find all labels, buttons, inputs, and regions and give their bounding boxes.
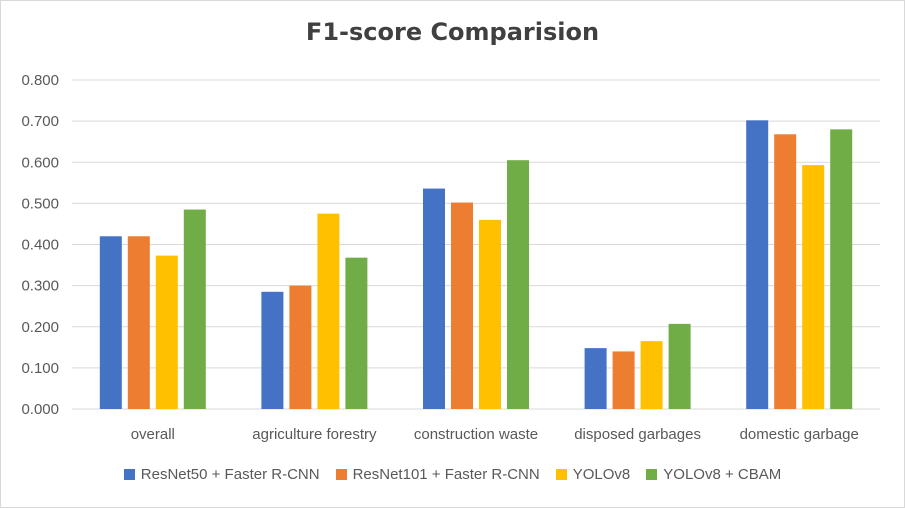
legend-label: YOLOv8: [572, 466, 631, 483]
y-tick-label: 0.700: [21, 113, 59, 130]
y-tick-label: 0.400: [21, 237, 59, 254]
y-tick-label: 0.200: [21, 319, 59, 336]
x-axis-category-labels: overall agriculture forestry construction …: [131, 426, 859, 443]
bar: [640, 341, 663, 409]
y-tick-label: 0.500: [21, 195, 59, 212]
bar: [746, 120, 769, 410]
x-category-label: domestic garbage: [740, 426, 859, 443]
bar: [451, 202, 473, 409]
bar: [802, 165, 825, 409]
bar: [261, 291, 284, 409]
bar: [774, 134, 797, 409]
legend-item: ResNet50 + Faster R-CNN: [123, 466, 320, 483]
bar: [423, 188, 445, 409]
bar: [183, 209, 206, 409]
x-category-label: construction waste: [414, 426, 538, 443]
legend-swatch: [555, 469, 567, 480]
legend-label: ResNet50 + Faster R-CNN: [140, 466, 320, 483]
y-axis-tick-labels: 0.000 0.100 0.200 0.300 0.400 0.500 0.600 0.700…: [21, 72, 59, 418]
chart-title: F1-score Comparision: [305, 18, 600, 46]
legend-item: YOLOv8 + CBAM: [646, 466, 781, 483]
legend-swatch: [646, 469, 658, 480]
bar: [317, 213, 340, 409]
x-category-label: disposed garbages: [574, 426, 701, 443]
legend-swatch: [123, 469, 135, 480]
y-tick-label: 0.300: [21, 278, 59, 295]
legend-label: ResNet101 + Faster R-CNN: [352, 466, 540, 483]
bar: [155, 255, 178, 409]
bar: [584, 348, 607, 409]
legend: ResNet50 + Faster R-CNN ResNet101 + Faste…: [0, 466, 905, 483]
bar: [479, 219, 501, 409]
bar: [668, 323, 691, 409]
bar: [345, 257, 368, 409]
legend-label: YOLOv8 + CBAM: [663, 466, 782, 483]
bars: [99, 120, 853, 410]
bar: [612, 351, 635, 409]
gridlines: [72, 79, 880, 410]
legend-item: YOLOv8: [555, 466, 631, 483]
bar: [99, 236, 122, 409]
bar: [289, 285, 312, 409]
x-category-label: agriculture forestry: [252, 426, 377, 443]
bar: [830, 129, 853, 409]
legend-item: ResNet101 + Faster R-CNN: [335, 466, 540, 483]
x-category-label: overall: [131, 426, 175, 443]
y-tick-label: 0.600: [21, 154, 59, 171]
y-tick-label: 0.100: [21, 360, 59, 377]
y-tick-label: 0.800: [21, 72, 59, 89]
bar: [127, 236, 150, 409]
y-tick-label: 0.000: [21, 401, 59, 418]
bar: [507, 160, 529, 409]
legend-swatch: [335, 469, 347, 480]
